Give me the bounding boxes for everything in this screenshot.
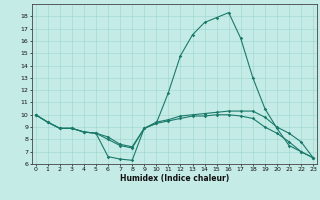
X-axis label: Humidex (Indice chaleur): Humidex (Indice chaleur) (120, 174, 229, 183)
